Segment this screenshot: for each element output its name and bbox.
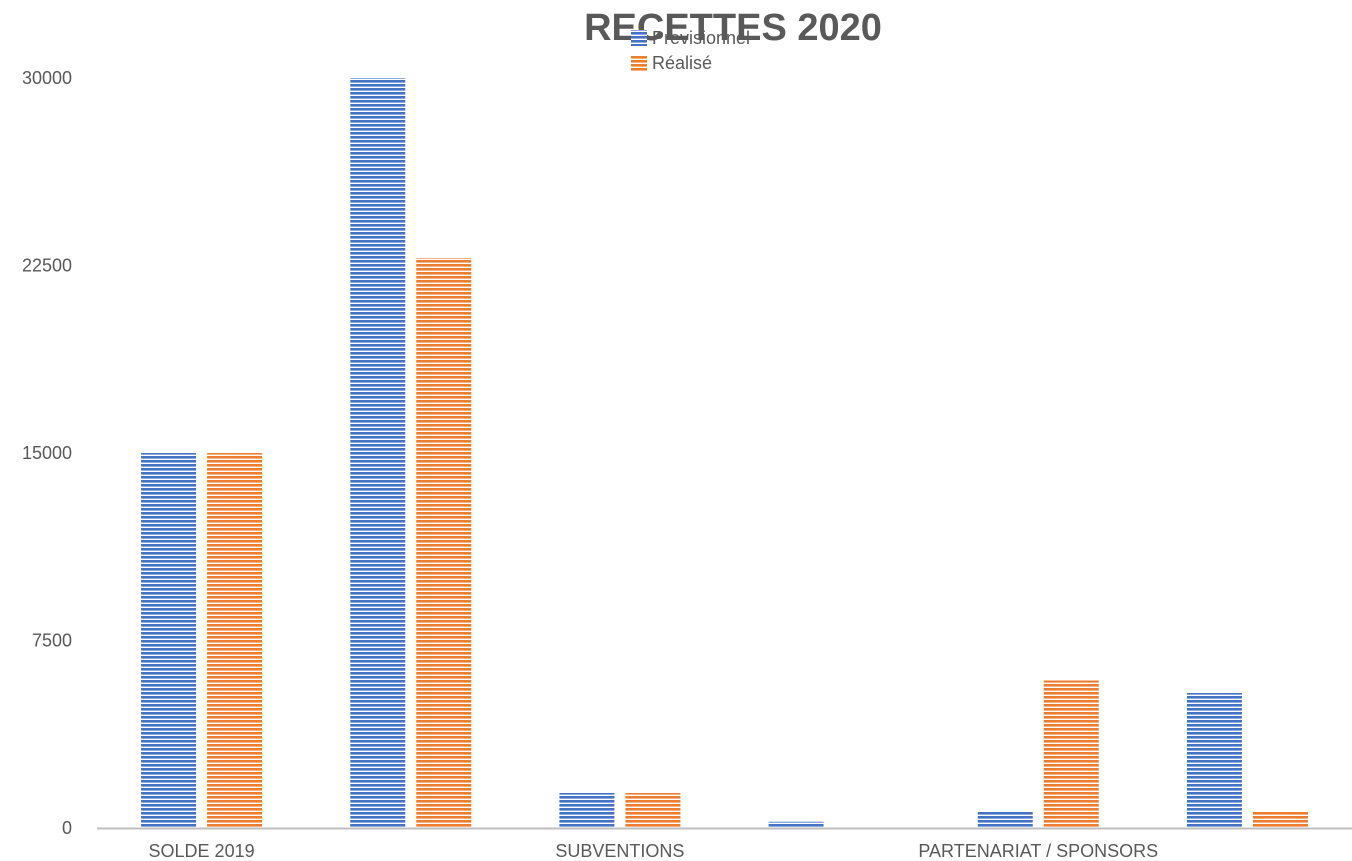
bar-previsionnel-0	[141, 453, 197, 828]
bar-realise-4	[1043, 680, 1099, 828]
legend: Previsionnel Réalisé	[631, 28, 750, 73]
y-tick-label: 0	[62, 818, 72, 838]
x-tick-label: PARTENARIAT / SPONSORS	[918, 841, 1158, 861]
bar-previsionnel-5	[1186, 693, 1242, 828]
bar-realise-5	[1252, 811, 1308, 828]
y-tick-label: 15000	[22, 443, 72, 463]
bar-previsionnel-2	[559, 793, 615, 828]
y-axis: 0 7500 15000 22500 30000	[22, 68, 72, 838]
legend-swatch-realise	[631, 55, 647, 71]
y-tick-label: 7500	[32, 631, 72, 651]
bars-layer	[141, 78, 1308, 828]
x-axis: SOLDE 2019 SUBVENTIONS PARTENARIAT / SPONS…	[149, 841, 1159, 861]
bar-previsionnel-1	[350, 78, 406, 828]
bar-previsionnel-4	[977, 811, 1033, 828]
x-tick-label: SUBVENTIONS	[555, 841, 684, 861]
legend-label-previsionnel: Previsionnel	[652, 28, 750, 48]
y-tick-label: 22500	[22, 256, 72, 276]
bar-realise-0	[207, 453, 263, 828]
x-tick-label: SOLDE 2019	[149, 841, 255, 861]
bar-previsionnel-3	[768, 821, 824, 828]
legend-label-realise: Réalisé	[652, 53, 712, 73]
bar-realise-1	[416, 258, 472, 828]
bar-realise-2	[625, 793, 681, 828]
legend-swatch-previsionnel	[631, 30, 647, 46]
y-tick-label: 30000	[22, 68, 72, 88]
